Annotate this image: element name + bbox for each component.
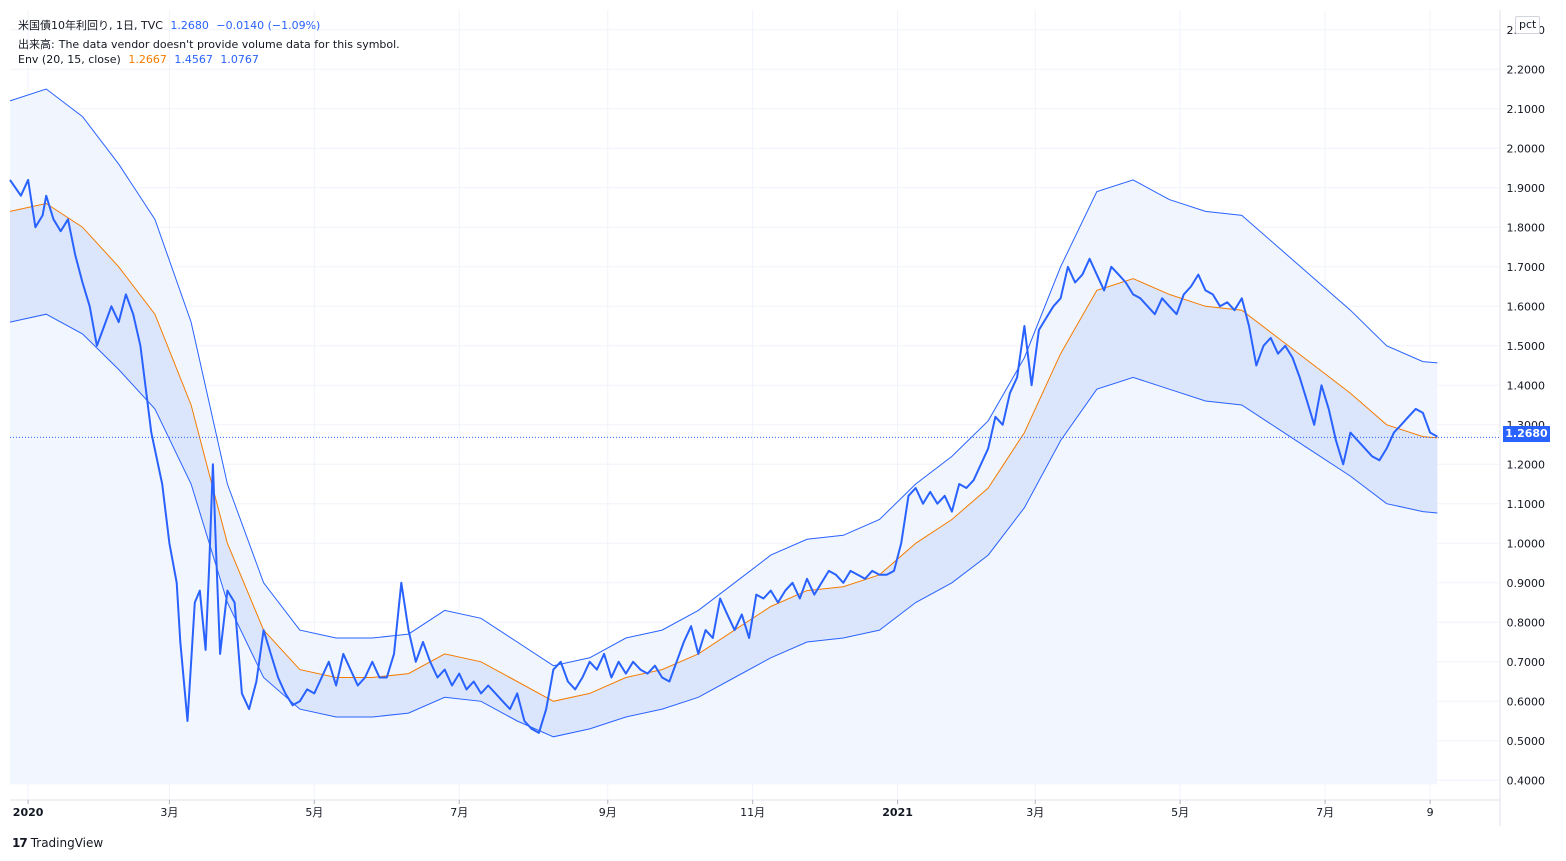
series-line-price [9, 178, 1438, 734]
fill-basis-upper [10, 89, 1438, 702]
x-tick-label: 7月 [1316, 806, 1334, 819]
tradingview-brand[interactable]: 17 TradingView [12, 836, 103, 850]
series-lines [9, 88, 1500, 738]
x-tick-label: 2020 [13, 806, 44, 819]
x-tick-label: 5月 [1171, 806, 1189, 819]
y-tick-label: 0.8000 [1507, 616, 1546, 629]
y-tick-label: 1.0000 [1507, 537, 1546, 550]
series-line-upper [9, 88, 1438, 667]
legend-main: 米国債10年利回り, 1日, TVC 1.2680 −0.0140 (−1.09… [18, 17, 324, 33]
y-tick-label: 2.0000 [1507, 142, 1546, 155]
y-tick-label: 1.7000 [1507, 261, 1546, 274]
volume-note: The data vendor doesn't provide volume d… [58, 38, 400, 51]
y-tick-label: 1.6000 [1507, 300, 1546, 313]
x-tick-label: 3月 [160, 806, 178, 819]
y-tick-label: 0.9000 [1507, 577, 1546, 590]
last-value: 1.2680 [170, 19, 209, 32]
series-line-lower [9, 313, 1438, 738]
x-tick-label: 2021 [882, 806, 913, 819]
y-tick-label: 1.8000 [1507, 221, 1546, 234]
fill-below-lower [10, 314, 1438, 785]
envelope-lower: 1.0767 [220, 53, 259, 66]
y-tick-label: 1.5000 [1507, 340, 1546, 353]
y-tick-label: 1.1000 [1507, 498, 1546, 511]
y-tick-label: 0.7000 [1507, 656, 1546, 669]
envelope-fill [10, 89, 1438, 785]
y-tick-label: 0.6000 [1507, 695, 1546, 708]
change-value: −0.0140 (−1.09%) [216, 19, 321, 32]
legend-volume: 出来高: The data vendor doesn't provide volu… [18, 36, 404, 52]
y-tick-label: 0.4000 [1507, 774, 1546, 787]
last-price-tag: 1.2680 [1503, 426, 1550, 442]
x-tick-label: 3月 [1026, 806, 1044, 819]
y-axis-ticks: 0.4000 0.5000 0.6000 0.7000 0.8000 0.9000 1.00… [1507, 24, 1546, 788]
x-tick-label: 9 [1427, 806, 1434, 819]
volume-label[interactable]: 出来高: [18, 38, 55, 51]
x-axis-ticks: 2020 3月 5月 7月 9月 11月 2021 3月 5月 7月 9 [13, 800, 1434, 819]
symbol-title[interactable]: 米国債10年利回り, 1日, TVC [18, 19, 163, 32]
y-tick-label: 2.2000 [1507, 63, 1546, 76]
y-tick-label: 2.1000 [1507, 103, 1546, 116]
legend-envelope: Env (20, 15, close) 1.2667 1.4567 1.0767 [18, 53, 263, 66]
y-tick-label: 1.9000 [1507, 182, 1546, 195]
x-tick-label: 5月 [305, 806, 323, 819]
envelope-label[interactable]: Env (20, 15, close) [18, 53, 121, 66]
x-tick-label: 7月 [450, 806, 468, 819]
envelope-basis: 1.2667 [128, 53, 167, 66]
x-tick-label: 9月 [599, 806, 617, 819]
y-tick-label: 1.4000 [1507, 379, 1546, 392]
fill-lower-basis [10, 203, 1438, 737]
y-tick-label: 1.2000 [1507, 458, 1546, 471]
envelope-upper: 1.4567 [174, 53, 213, 66]
unit-button[interactable]: pct [1515, 16, 1541, 34]
y-tick-label: 0.5000 [1507, 735, 1546, 748]
tradingview-logo-icon: 17 [12, 836, 28, 850]
x-tick-label: 11月 [740, 806, 765, 819]
brand-name: TradingView [30, 836, 104, 850]
